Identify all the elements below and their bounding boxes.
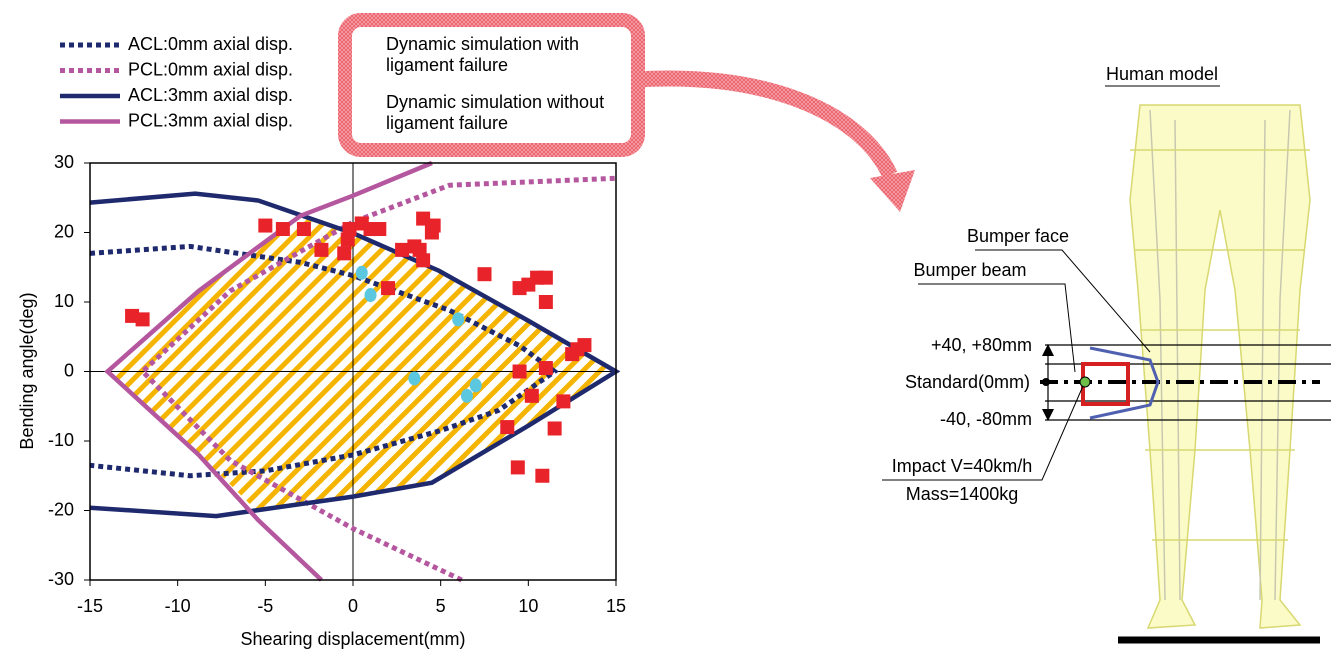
bumper-face-label: Bumper face: [967, 226, 1069, 246]
failure-point: [381, 281, 396, 296]
failure-point: [337, 246, 352, 261]
failure-point: [535, 468, 550, 483]
plot-area: [89, 160, 621, 583]
pointer-arrow: [629, 70, 898, 179]
curve: [89, 243, 559, 479]
bumper-face: [1089, 346, 1160, 420]
failure-point: [395, 242, 410, 257]
no-failure-point: [469, 378, 482, 393]
impact-point: [1079, 376, 1091, 388]
failure-point: [570, 342, 585, 357]
x-tick-label: -15: [77, 596, 103, 616]
arrow-head: [870, 170, 915, 212]
no-failure-point: [408, 371, 421, 386]
failure-point: [135, 312, 150, 327]
failure-point: [314, 242, 329, 257]
legend-box: [338, 13, 645, 157]
x-tick-label: 5: [436, 596, 446, 616]
legend-label: Dynamic simulation with ligament failure: [386, 34, 580, 75]
failure-point: [524, 388, 539, 403]
y-tick-label: 20: [54, 221, 74, 241]
y-tick-label: 10: [54, 291, 74, 311]
legend-label: PCL:3mm axial disp.: [128, 110, 293, 130]
curve: [139, 175, 617, 583]
no-failure-point: [364, 288, 377, 303]
failure-point: [416, 253, 431, 268]
failure-point: [512, 364, 527, 379]
failure-point: [547, 421, 562, 436]
failure-point: [296, 222, 311, 237]
curve: [104, 160, 433, 582]
failure-point: [416, 211, 431, 226]
impact-label: Impact V=40km/h: [892, 456, 1033, 476]
failure-point: [538, 270, 553, 285]
failure-point: [477, 267, 492, 282]
failure-point: [538, 295, 553, 309]
legend-label: PCL:0mm axial disp.: [128, 59, 293, 79]
x-tick-label: 15: [606, 596, 626, 616]
upper-offset-label: +40, +80mm: [931, 335, 1032, 355]
arrow-up: [1042, 344, 1054, 356]
x-axis-label: Shearing displacement(mm): [240, 629, 465, 649]
failure-point: [372, 222, 387, 237]
failure-point: [258, 218, 273, 233]
failure-point: [426, 218, 441, 233]
legend-label: Dynamic simulation without ligament fail…: [386, 92, 605, 133]
no-failure-point: [460, 388, 473, 403]
y-tick-label: -30: [48, 569, 74, 589]
standard-label: Standard(0mm): [905, 372, 1030, 392]
failure-point: [510, 460, 525, 475]
arrow-down: [1042, 409, 1054, 421]
legend-label: ACL:0mm axial disp.: [128, 34, 293, 54]
legend: ACL:0mm axial disp. PCL:0mm axial disp. AC…: [60, 34, 373, 130]
failure-point: [500, 420, 515, 435]
x-tick-label: 10: [518, 596, 538, 616]
no-failure-point: [355, 265, 368, 280]
failure-point: [556, 394, 571, 409]
y-tick-label: 30: [54, 152, 74, 172]
mass-label: Mass=1400kg: [906, 484, 1019, 504]
legend-label: ACL:3mm axial disp.: [128, 85, 293, 105]
y-tick-label: -20: [48, 499, 74, 519]
failure-point: [275, 222, 290, 237]
y-axis-label: Bending angle(deg): [17, 292, 37, 449]
x-tick-label: -5: [257, 596, 273, 616]
lower-offset-label: -40, -80mm: [940, 409, 1032, 429]
human-model-label: Human model: [1106, 64, 1218, 84]
leader-lines: [882, 85, 1220, 481]
failure-point: [125, 308, 140, 323]
failure-point: [342, 222, 357, 237]
no-failure-point: [452, 312, 465, 327]
x-tick-label: -10: [165, 596, 191, 616]
y-tick-label: -10: [48, 430, 74, 450]
bumper-beam-label: Bumper beam: [913, 260, 1026, 280]
failure-point: [538, 361, 553, 376]
y-tick-label: 0: [64, 360, 74, 380]
human-model: [1129, 104, 1311, 629]
x-tick-label: 0: [348, 596, 358, 616]
